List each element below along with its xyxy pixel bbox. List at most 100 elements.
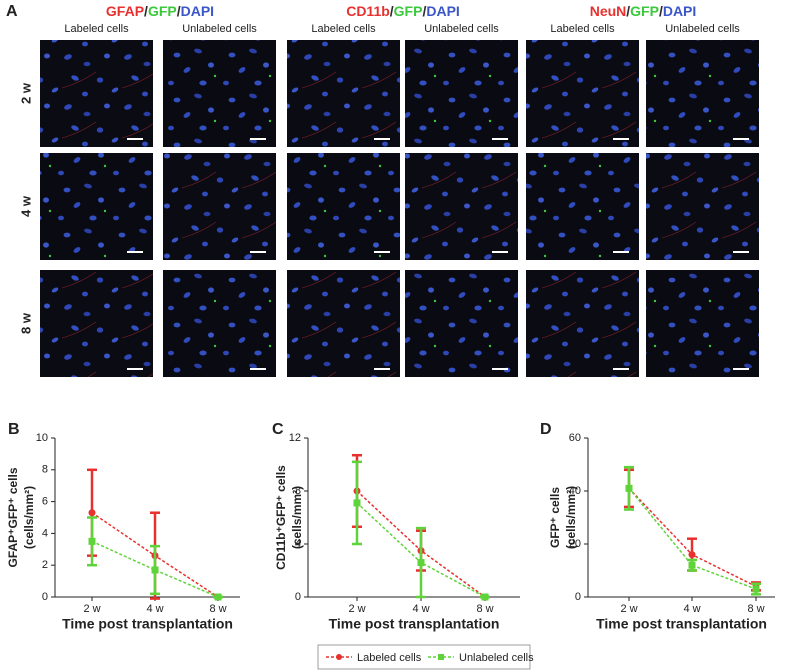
legend-label: Unlabeled cells bbox=[459, 652, 534, 664]
y-tick-label: 4 bbox=[295, 538, 301, 550]
marker bbox=[481, 593, 489, 601]
y-tick-label: 40 bbox=[569, 485, 581, 497]
y-axis-label: (cells/mm²) bbox=[22, 486, 36, 549]
marker bbox=[88, 537, 96, 545]
micrograph bbox=[40, 40, 153, 147]
stain-part: CD11b bbox=[346, 3, 390, 19]
marker bbox=[688, 551, 696, 559]
y-tick-label: 20 bbox=[569, 538, 581, 550]
micrograph bbox=[405, 40, 518, 147]
micrograph bbox=[405, 153, 518, 260]
column-header: Unlabeled cells bbox=[665, 23, 740, 35]
micrograph bbox=[287, 153, 400, 260]
stain-part: GFAP bbox=[106, 3, 144, 19]
micrograph bbox=[163, 153, 276, 260]
stain-part: NeuN bbox=[590, 3, 627, 19]
stain-part: GFP bbox=[394, 3, 423, 19]
x-tick-label: 8 w bbox=[476, 603, 493, 615]
micrograph bbox=[646, 40, 759, 147]
micrograph bbox=[526, 153, 639, 260]
x-tick-label: 2 w bbox=[83, 603, 100, 615]
y-tick-label: 60 bbox=[569, 432, 581, 444]
stain-header: NeuN/GFP/DAPI bbox=[590, 3, 697, 19]
legend-label: Labeled cells bbox=[357, 652, 422, 664]
stain-part: DAPI bbox=[426, 3, 459, 19]
panel-letter: B bbox=[8, 421, 20, 438]
stain-part: / bbox=[422, 3, 426, 19]
y-tick-label: 2 bbox=[42, 559, 48, 571]
marker bbox=[625, 484, 633, 492]
y-axis-label: (cells/mm²) bbox=[564, 486, 578, 549]
y-tick-label: 8 bbox=[42, 464, 48, 476]
stain-part: / bbox=[144, 3, 148, 19]
legend-box bbox=[317, 644, 531, 670]
x-tick-label: 2 w bbox=[348, 603, 365, 615]
micrograph bbox=[646, 153, 759, 260]
row-label: 4 w bbox=[18, 195, 33, 217]
x-tick-label: 2 w bbox=[620, 603, 637, 615]
column-header: Labeled cells bbox=[64, 23, 129, 35]
stain-part: DAPI bbox=[663, 3, 696, 19]
y-tick-label: 0 bbox=[42, 591, 48, 603]
marker bbox=[88, 509, 96, 517]
column-header: Labeled cells bbox=[550, 23, 615, 35]
marker bbox=[688, 561, 696, 569]
marker bbox=[752, 585, 760, 593]
stain-header: CD11b/GFP/DAPI bbox=[346, 3, 460, 19]
micrograph bbox=[163, 40, 276, 147]
panel-letter: C bbox=[272, 421, 284, 438]
x-tick-label: 4 w bbox=[146, 603, 163, 615]
micrograph bbox=[163, 270, 276, 377]
micrograph bbox=[405, 270, 518, 377]
stain-part: / bbox=[177, 3, 181, 19]
micrograph bbox=[646, 270, 759, 377]
stain-part: / bbox=[659, 3, 663, 19]
x-tick-label: 8 w bbox=[747, 603, 764, 615]
micrograph bbox=[287, 40, 400, 147]
micrograph bbox=[40, 270, 153, 377]
y-tick-label: 12 bbox=[289, 432, 301, 444]
column-header: Labeled cells bbox=[311, 23, 376, 35]
column-header: Unlabeled cells bbox=[182, 23, 257, 35]
x-tick-label: 4 w bbox=[683, 603, 700, 615]
y-tick-label: 8 bbox=[295, 485, 301, 497]
stain-part: GFP bbox=[148, 3, 177, 19]
stain-part: DAPI bbox=[181, 3, 214, 19]
micrograph bbox=[40, 153, 153, 260]
y-tick-label: 0 bbox=[575, 591, 581, 603]
x-axis-label: Time post transplantation bbox=[329, 616, 500, 632]
x-tick-label: 4 w bbox=[412, 603, 429, 615]
legend: Labeled cells Unlabeled cells bbox=[317, 644, 534, 670]
panel-letter: A bbox=[6, 3, 18, 20]
marker bbox=[417, 559, 425, 567]
micrograph bbox=[287, 270, 400, 377]
x-axis-label: Time post transplantation bbox=[62, 616, 233, 632]
y-axis-label: GFP⁺ cells bbox=[548, 487, 562, 548]
y-axis-label: (cells/mm²) bbox=[290, 486, 304, 549]
micrograph bbox=[526, 270, 639, 377]
row-label: 8 w bbox=[18, 312, 33, 334]
stain-header: GFAP/GFP/DAPI bbox=[106, 3, 214, 19]
x-tick-label: 8 w bbox=[209, 603, 226, 615]
marker bbox=[214, 593, 222, 601]
stain-part: / bbox=[626, 3, 630, 19]
y-axis-label: CD11b⁺GFP⁺ cells bbox=[274, 465, 288, 570]
legend-marker bbox=[336, 654, 342, 660]
column-header: Unlabeled cells bbox=[424, 23, 499, 35]
x-axis-label: Time post transplantation bbox=[596, 616, 767, 632]
y-tick-label: 10 bbox=[36, 432, 48, 444]
panel-letter: D bbox=[540, 421, 552, 438]
y-tick-label: 4 bbox=[42, 527, 48, 539]
y-tick-label: 0 bbox=[295, 591, 301, 603]
y-tick-label: 6 bbox=[42, 496, 48, 508]
micrograph bbox=[526, 40, 639, 147]
legend-marker bbox=[438, 654, 444, 660]
stain-part: GFP bbox=[630, 3, 659, 19]
marker bbox=[353, 499, 361, 507]
row-label: 2 w bbox=[18, 82, 33, 104]
stain-part: / bbox=[390, 3, 394, 19]
marker bbox=[151, 566, 159, 574]
